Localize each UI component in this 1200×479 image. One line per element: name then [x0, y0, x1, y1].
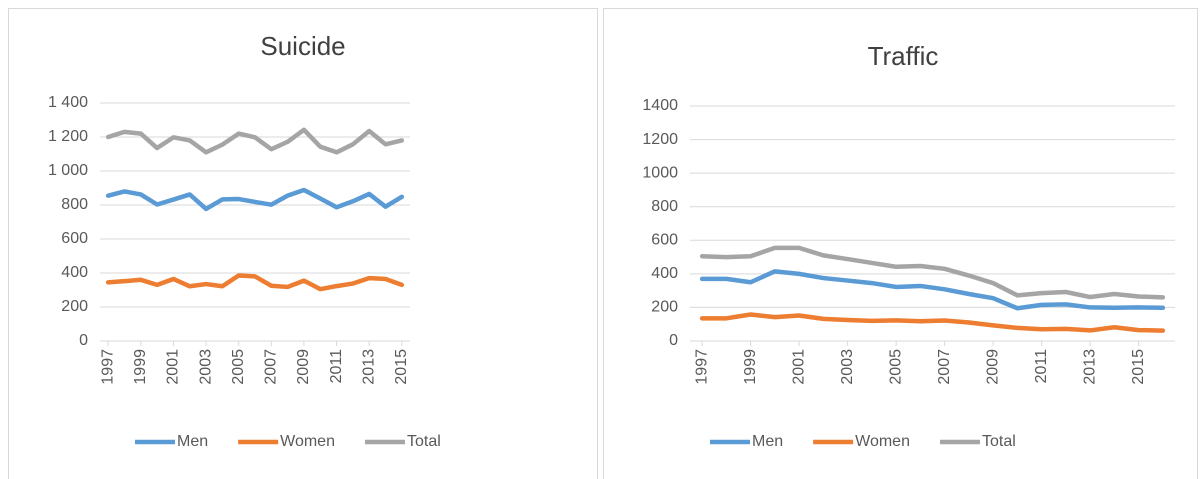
legend-label: Men — [752, 433, 783, 450]
y-tick-label: 200 — [61, 298, 88, 315]
x-tick-label: 2005 — [887, 349, 904, 385]
y-tick-label: 800 — [651, 198, 678, 215]
x-tick-label: 2013 — [1081, 349, 1098, 385]
series-line — [699, 269, 1166, 311]
x-tick-label: 2003 — [839, 349, 856, 385]
y-tick-label: 1 200 — [48, 128, 88, 145]
x-tick-label: 2013 — [360, 349, 377, 385]
chart-title: Traffic — [868, 41, 939, 71]
legend-label: Total — [982, 433, 1016, 450]
y-tick-label: 200 — [651, 299, 678, 316]
series-line — [105, 187, 405, 212]
y-tick-label: 600 — [651, 232, 678, 249]
legend-label: Men — [177, 433, 208, 450]
x-tick-label: 2003 — [197, 349, 214, 385]
y-tick-label: 1200 — [642, 131, 678, 148]
y-tick-label: 0 — [669, 332, 678, 349]
x-tick-label: 2001 — [165, 349, 182, 385]
y-tick-label: 1000 — [642, 164, 678, 181]
x-tick-label: 2001 — [790, 349, 807, 385]
x-tick-label: 2011 — [328, 349, 345, 384]
x-tick-label: 1999 — [132, 349, 149, 385]
series-line — [105, 127, 405, 155]
series-line — [105, 273, 405, 292]
x-tick-label: 2007 — [936, 349, 953, 385]
y-tick-label: 800 — [61, 196, 88, 213]
x-tick-label: 2011 — [1033, 349, 1050, 384]
legend-label: Women — [855, 433, 910, 450]
x-tick-label: 2015 — [1130, 349, 1147, 385]
x-tick-label: 2009 — [295, 349, 312, 385]
y-tick-label: 600 — [61, 230, 88, 247]
series-line — [699, 312, 1166, 333]
y-tick-label: 0 — [79, 332, 88, 349]
chart-title: Suicide — [260, 31, 345, 61]
y-tick-label: 1 000 — [48, 162, 88, 179]
y-tick-label: 1 400 — [48, 94, 88, 111]
y-tick-label: 400 — [61, 264, 88, 281]
x-tick-label: 2015 — [393, 349, 410, 385]
y-tick-label: 1400 — [642, 97, 678, 114]
series-line — [699, 245, 1166, 300]
y-tick-label: 400 — [651, 265, 678, 282]
x-tick-label: 1997 — [99, 349, 116, 385]
x-tick-label: 2009 — [984, 349, 1001, 385]
x-tick-label: 2005 — [230, 349, 247, 385]
x-tick-label: 2007 — [263, 349, 280, 385]
panel-frame — [8, 8, 598, 479]
legend-label: Women — [280, 433, 335, 450]
panel-frame — [603, 8, 1198, 479]
legend-label: Total — [407, 433, 441, 450]
x-tick-label: 1997 — [693, 349, 710, 385]
x-tick-label: 1999 — [742, 349, 759, 385]
